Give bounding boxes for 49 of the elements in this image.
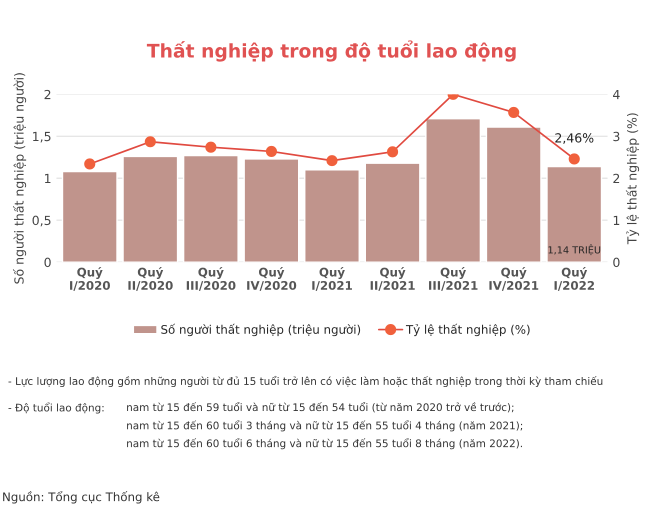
bar (62, 170, 118, 262)
point (205, 142, 216, 153)
x-tick-label: Quý I/2022 (554, 267, 594, 291)
y-tick-label: 0 (44, 258, 51, 268)
bar (425, 118, 482, 262)
point (266, 146, 277, 157)
text: Nguồn: Tổng cục Thống kê (3, 490, 160, 504)
text: nam từ 15 đến 59 tuổi và nữ từ 15 đến 54 tuổi (từ năm 2020 trở về trước); (127, 402, 514, 412)
x-tick-label: Quý II/2021 (370, 267, 415, 291)
y-tick-label: 2 (44, 90, 50, 100)
x-tick-label: Quý IV/2020 (247, 267, 296, 291)
bar (122, 156, 178, 262)
y-tick-label: 1,5 (33, 132, 50, 142)
y2-tick-label: 0 (613, 258, 620, 268)
x-tick-label: Quý I/2021 (312, 267, 352, 291)
y-tick-label: 0,5 (32, 216, 50, 226)
legend-label: Tỷ lệ thất nghiệp (%) (406, 324, 530, 336)
point (508, 106, 520, 118)
text: nam từ 15 đến 60 tuổi 6 tháng và nữ từ 15 đến 55 tuổi 8 tháng (năm 2022). (127, 438, 522, 450)
bar (546, 166, 602, 262)
y2-tick-label: 1 (614, 216, 620, 225)
data-label: 2,46% (555, 133, 594, 144)
text: - Độ tuổi lao động: (8, 402, 104, 414)
y2-axis-title: Tỷ lệ thất nghiệp (%) (626, 113, 640, 244)
point (568, 153, 580, 165)
chart-title: Thất nghiệp trong độ tuổi lao động (146, 40, 516, 62)
bar (182, 154, 239, 262)
x-tick-label: Quý I/2020 (70, 267, 110, 291)
x-tick-label: Quý III/2021 (429, 267, 478, 291)
point (326, 155, 338, 166)
x-tick-label: Quý IV/2021 (489, 267, 538, 291)
x-tick-label: Quý II/2020 (128, 267, 173, 291)
point (144, 136, 156, 148)
y2-tick-label: 3 (613, 132, 620, 142)
bar (243, 158, 300, 262)
text: - Lực lượng lao động gồm những người từ đủ 15 tuổi trở lên có việc làm hoặc thất nghiệp trong thời kỳ tham chiếu (8, 376, 602, 388)
text: nam từ 15 đến 60 tuổi 3 tháng và nữ từ 15 đến 55 tuổi 4 tháng (năm 2021); (127, 420, 522, 432)
point (387, 146, 398, 158)
y-tick-label: 1 (45, 174, 50, 183)
bar (486, 126, 542, 262)
bar (364, 162, 421, 262)
y-axis-title: Số người thất nghiệp (triệu người) (12, 73, 26, 284)
data-label: 1,14 TRIỆU (548, 244, 600, 256)
bar (304, 169, 360, 262)
y2-tick-label: 2 (613, 174, 620, 183)
legend-label: Số người thất nghiệp (triệu người) (161, 324, 360, 336)
y2-tick-label: 4 (613, 90, 620, 100)
point (84, 158, 96, 170)
x-tick-label: Quý III/2020 (186, 267, 236, 291)
